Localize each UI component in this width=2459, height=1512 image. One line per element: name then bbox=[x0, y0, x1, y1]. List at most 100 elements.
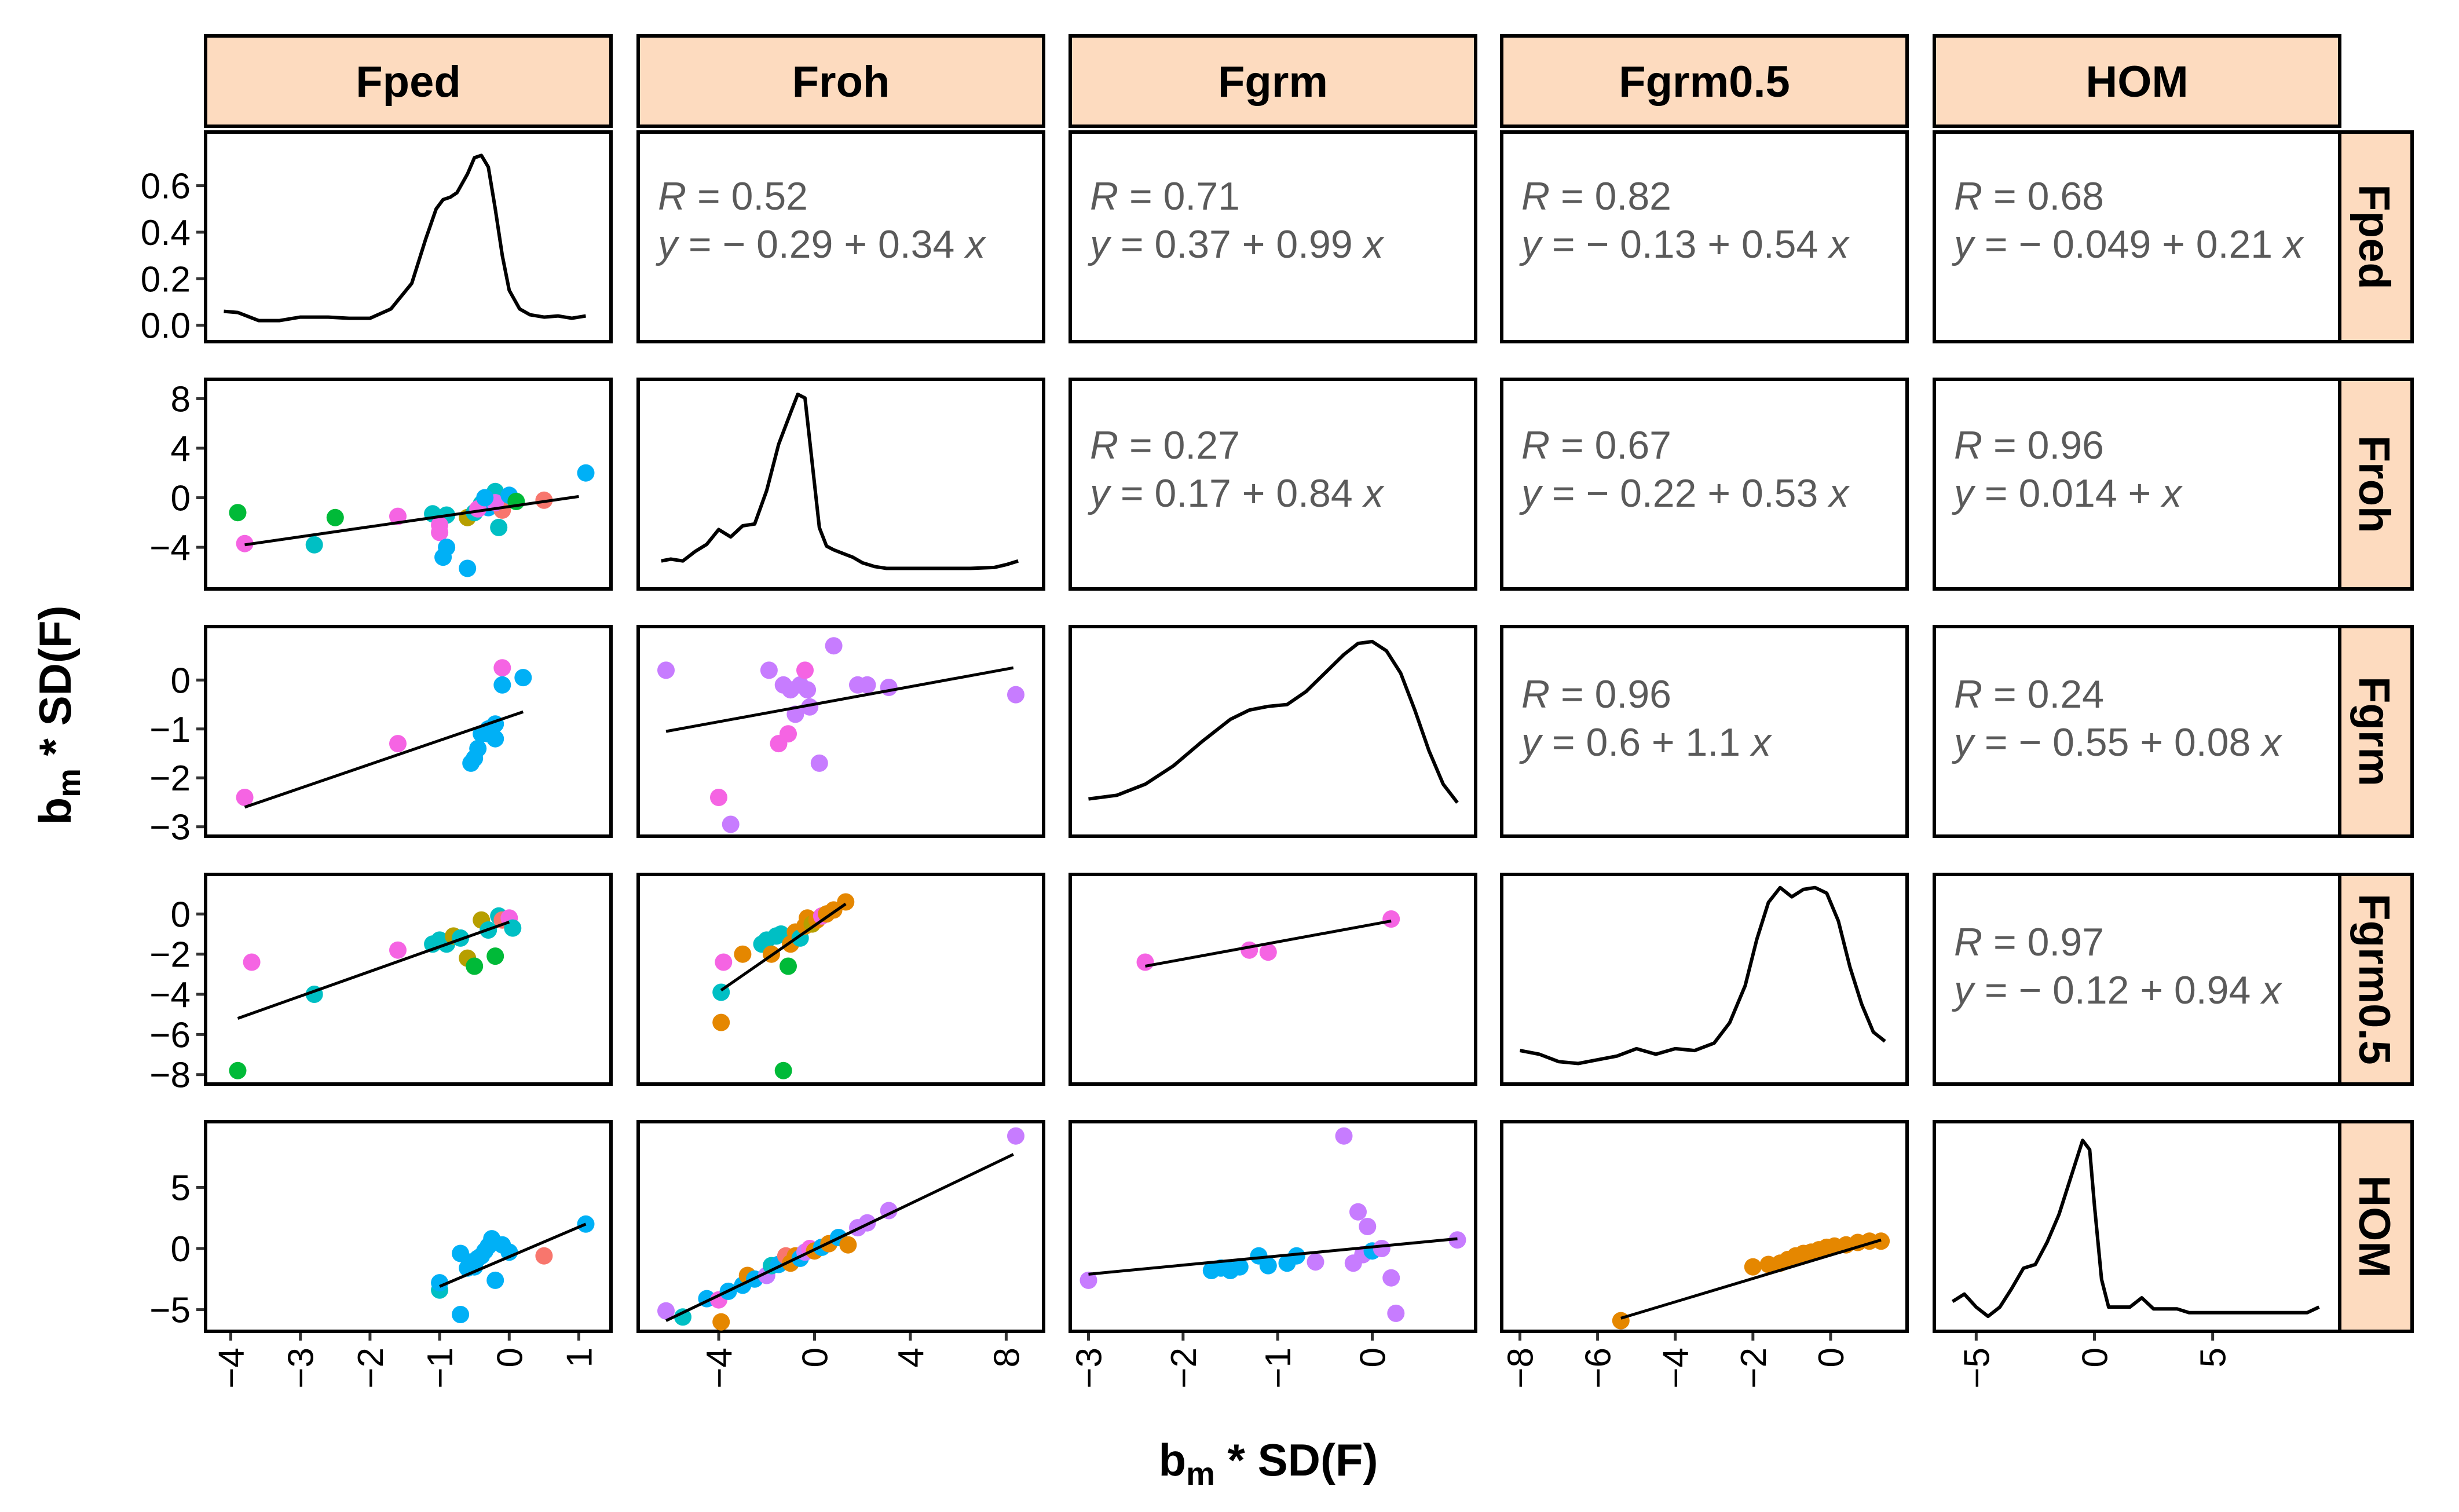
regression-equation: y = − 0.55 + 0.08 x bbox=[1952, 720, 2282, 764]
data-point bbox=[434, 548, 452, 566]
data-point bbox=[466, 957, 484, 975]
strip-label-top: Fgrm0.5 bbox=[1619, 57, 1790, 107]
y-tick-label: 0 bbox=[171, 895, 191, 935]
fit-line bbox=[665, 666, 1014, 733]
regression-equation: y = − 0.049 + 0.21 x bbox=[1952, 222, 2304, 266]
y-tick-label: 0 bbox=[171, 1229, 191, 1269]
x-tick-label: 0 bbox=[1353, 1348, 1393, 1367]
panel-Fgrm-Fgrm bbox=[1069, 625, 1477, 838]
data-point bbox=[722, 815, 740, 833]
x-tick-label: −2 bbox=[1734, 1348, 1774, 1389]
y-tick-label: −4 bbox=[149, 975, 191, 1015]
strip-label-right: Fgrm0.5 bbox=[2350, 894, 2399, 1065]
density-curve-Fgrm bbox=[1088, 639, 1459, 804]
strip-top-Fped bbox=[204, 34, 613, 128]
data-point bbox=[577, 464, 595, 482]
fit-line bbox=[244, 495, 579, 547]
data-point bbox=[1359, 1218, 1377, 1235]
regression-equation: y = 0.37 + 0.99 x bbox=[1088, 222, 1385, 266]
data-point bbox=[452, 1306, 470, 1323]
y-tick-label: −6 bbox=[149, 1015, 191, 1055]
panel-Fped-Fgrm0.5 bbox=[1500, 130, 1909, 343]
data-point bbox=[1349, 1203, 1367, 1221]
regression-equation: y = − 0.12 + 0.94 x bbox=[1952, 968, 2282, 1012]
regression-equation: y = − 0.13 + 0.54 x bbox=[1519, 222, 1850, 266]
data-point bbox=[500, 1243, 518, 1261]
x-tick-label: −3 bbox=[1070, 1348, 1110, 1389]
panel-Froh-Fped bbox=[204, 378, 613, 591]
data-point bbox=[858, 676, 876, 694]
strip-top-HOM bbox=[1933, 34, 2341, 128]
panel-Fgrm-Fped bbox=[204, 625, 613, 838]
panel-Fped-Fgrm bbox=[1069, 130, 1477, 343]
data-point bbox=[1287, 1247, 1305, 1265]
data-point bbox=[493, 659, 511, 677]
x-tick-label: 4 bbox=[891, 1348, 931, 1367]
fit-line bbox=[1620, 1238, 1882, 1320]
y-tick-label: −1 bbox=[149, 710, 191, 750]
data-point bbox=[712, 1013, 730, 1031]
data-point bbox=[1612, 1312, 1630, 1330]
data-point bbox=[577, 1215, 595, 1233]
fit-line bbox=[720, 902, 847, 992]
y-tick-label: −5 bbox=[149, 1291, 191, 1331]
panel-Froh-Fgrm0.5 bbox=[1500, 378, 1909, 591]
strip-label-right: Froh bbox=[2350, 435, 2399, 533]
panel-HOM-HOM bbox=[1933, 1120, 2341, 1333]
strip-right-Froh bbox=[2338, 378, 2414, 591]
correlation-label: R = 0.52 bbox=[658, 174, 808, 218]
data-point bbox=[710, 789, 727, 806]
y-tick-label: 0.6 bbox=[141, 167, 191, 207]
text-layer: Fped Froh Fgrm Fgrm0.5 HOM Fped Froh Fgrm Fgrm0.… bbox=[30, 57, 2399, 1492]
correlation-label: R = 0.67 bbox=[1521, 423, 1671, 467]
panel-Fped-Fped bbox=[204, 130, 613, 343]
strip-top-Froh bbox=[636, 34, 1045, 128]
data-point bbox=[1335, 1127, 1353, 1145]
data-point bbox=[657, 661, 675, 679]
panel-HOM-Fgrm bbox=[1069, 1120, 1477, 1333]
data-point bbox=[476, 489, 494, 507]
data-point bbox=[243, 953, 261, 971]
x-tick-label: −1 bbox=[1258, 1348, 1298, 1389]
x-tick-label: 0 bbox=[1812, 1348, 1851, 1367]
regression-equation: y = − 0.29 + 0.34 x bbox=[656, 222, 986, 266]
x-tick-label: −2 bbox=[351, 1348, 391, 1389]
x-tick-label: −4 bbox=[1656, 1348, 1696, 1389]
data-point bbox=[493, 676, 511, 694]
panel-Fgrm0.5-Fgrm0.5 bbox=[1500, 873, 1909, 1086]
data-point bbox=[1307, 1253, 1324, 1271]
y-tick-label: 5 bbox=[171, 1168, 191, 1208]
strip-label-top: HOM bbox=[2085, 57, 2188, 107]
x-tick-label: 0 bbox=[796, 1348, 836, 1367]
y-tick-label: −8 bbox=[149, 1056, 191, 1096]
data-point bbox=[1382, 1269, 1400, 1287]
density-curve-Froh bbox=[661, 392, 1019, 570]
strip-top-Fgrm bbox=[1069, 34, 1477, 128]
data-point bbox=[389, 941, 407, 959]
panel-layer bbox=[204, 34, 2414, 1333]
x-axis-title: bm * SD(F) bbox=[1158, 1434, 1378, 1492]
data-point bbox=[801, 698, 819, 716]
regression-equation: y = 0.6 + 1.1 x bbox=[1519, 720, 1772, 764]
y-tick-label: 4 bbox=[171, 429, 191, 469]
data-point bbox=[389, 735, 407, 753]
panel-Fped-Froh bbox=[636, 130, 1045, 343]
x-tick-label: −2 bbox=[1164, 1348, 1204, 1389]
data-point bbox=[825, 637, 843, 655]
density-curve-HOM bbox=[1951, 1138, 2320, 1319]
data-point bbox=[1382, 910, 1400, 928]
y-tick-label: 0.0 bbox=[141, 306, 191, 346]
x-tick-label: 0 bbox=[2076, 1348, 2116, 1367]
data-point bbox=[236, 789, 254, 806]
data-point bbox=[490, 518, 508, 536]
panel-Froh-HOM bbox=[1933, 378, 2341, 591]
y-tick-label: 0 bbox=[171, 479, 191, 519]
strip-right-HOM bbox=[2338, 1120, 2414, 1333]
data-point bbox=[326, 508, 344, 526]
y-tick-label: 0 bbox=[171, 661, 191, 701]
fit-line bbox=[665, 1153, 1014, 1322]
panel-Fgrm-HOM bbox=[1933, 625, 2341, 838]
data-point bbox=[1259, 943, 1277, 961]
data-point bbox=[514, 669, 532, 687]
